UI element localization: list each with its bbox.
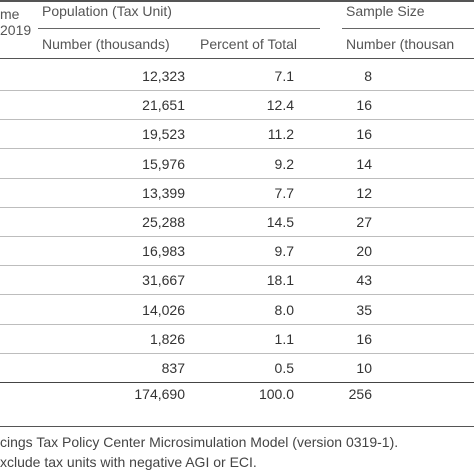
row-9-percent-of-total: 8.0 [274, 301, 294, 318]
row-9-sample-number: 35 [356, 301, 372, 318]
row-4-sample-number: 14 [356, 155, 372, 172]
row-4-population-number: 15,976 [142, 155, 185, 172]
row-4-percent-of-total: 9.2 [274, 155, 294, 172]
header-rule [0, 58, 474, 59]
row-11-percent-of-total: 0.5 [274, 360, 294, 376]
column-header-number: Number (thousands) [42, 36, 170, 52]
row-5-sample-number: 12 [356, 184, 372, 201]
bottom-rule [0, 426, 474, 427]
row-3-sample-number: 16 [356, 126, 372, 143]
row-6-percent-of-total: 14.5 [266, 214, 294, 230]
top-rule [0, 0, 474, 2]
row-12-percent-of-total: 100.0 [258, 386, 294, 403]
row-divider [0, 265, 474, 267]
row-divider [0, 382, 474, 383]
sample-size-header: Sample Size [346, 3, 425, 19]
row-divider [0, 177, 474, 179]
row-8-percent-of-total: 18.1 [266, 272, 294, 289]
row-10-percent-of-total: 1.1 [274, 330, 294, 347]
row-divider [0, 323, 474, 325]
row-7-percent-of-total: 9.7 [274, 243, 294, 260]
row-10-sample-number: 16 [356, 330, 372, 347]
row-6-population-number: 25,288 [142, 214, 185, 230]
row-11-sample-number: 10 [356, 360, 372, 376]
row-divider [0, 236, 474, 237]
row-9-population-number: 14,026 [142, 301, 185, 318]
population-group-rule [38, 28, 320, 29]
column-header-percent: Percent of Total [200, 36, 298, 52]
income-header-fragment-2: 2019 [0, 22, 32, 38]
row-11-population-number: 837 [161, 360, 185, 376]
footnote-source: cings Tax Policy Center Microsimulation … [0, 434, 399, 450]
row-2-population-number: 21,651 [142, 97, 185, 114]
row-divider [0, 90, 474, 91]
row-12-population-number: 174,690 [134, 386, 185, 403]
row-1-sample-number: 8 [364, 68, 372, 84]
row-divider [0, 352, 474, 354]
row-divider [0, 119, 474, 121]
row-divider [0, 294, 474, 296]
footnote-note: xclude tax units with negative AGI or EC… [0, 454, 257, 470]
row-divider [0, 206, 474, 208]
row-2-sample-number: 16 [356, 97, 372, 114]
row-8-sample-number: 43 [356, 272, 372, 289]
row-8-population-number: 31,667 [142, 272, 185, 289]
row-5-percent-of-total: 7.7 [274, 184, 294, 201]
column-header-sample-number: Number (thousan [346, 36, 455, 52]
population-header: Population (Tax Unit) [42, 3, 172, 19]
row-6-sample-number: 27 [356, 214, 372, 230]
row-1-population-number: 12,323 [142, 68, 185, 84]
row-divider [0, 148, 474, 150]
row-3-population-number: 19,523 [142, 126, 185, 143]
row-7-sample-number: 20 [356, 243, 372, 260]
row-7-population-number: 16,983 [142, 243, 185, 260]
row-5-population-number: 13,399 [142, 184, 185, 201]
row-2-percent-of-total: 12.4 [266, 97, 294, 114]
sample-group-rule [342, 28, 474, 29]
row-3-percent-of-total: 11.2 [267, 126, 294, 143]
row-1-percent-of-total: 7.1 [274, 68, 294, 84]
row-10-population-number: 1,826 [149, 330, 185, 347]
row-12-sample-number: 256 [348, 386, 372, 403]
income-header-fragment-1: me [0, 6, 20, 22]
